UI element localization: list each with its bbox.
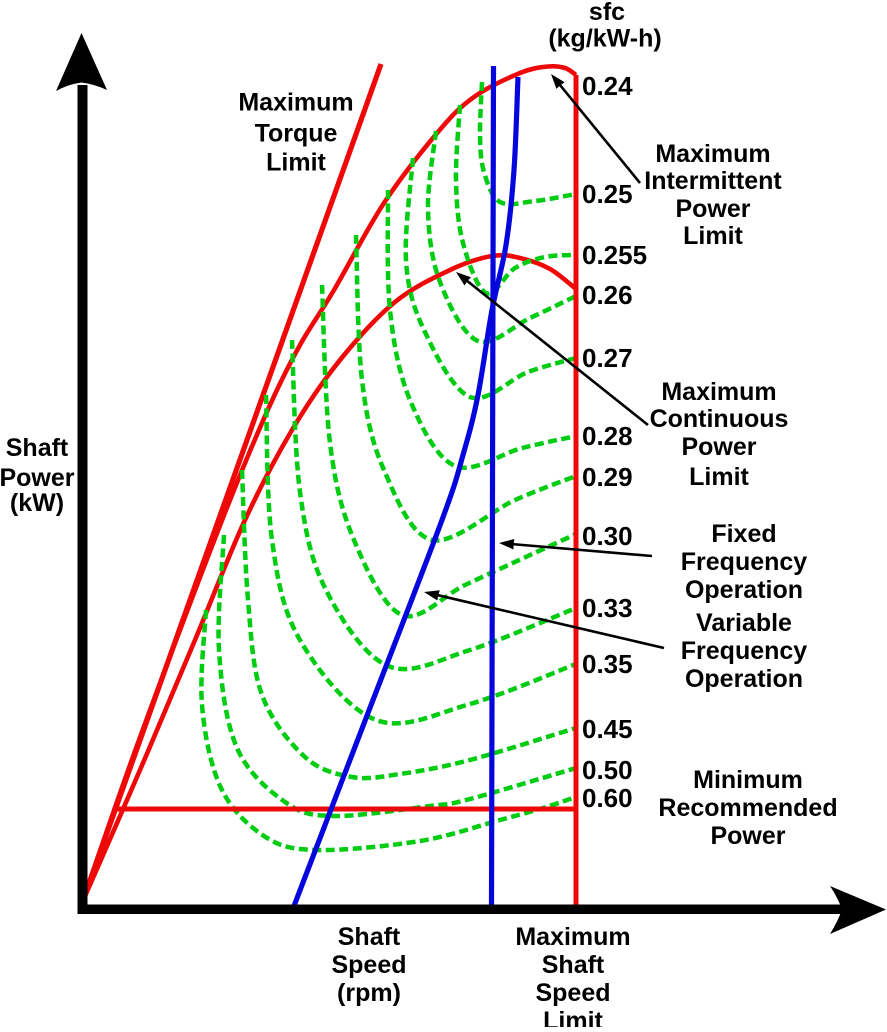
- svg-text:0.26: 0.26: [582, 280, 633, 310]
- svg-text:Speed: Speed: [331, 951, 406, 979]
- svg-text:Frequency: Frequency: [681, 548, 808, 576]
- svg-text:0.27: 0.27: [582, 343, 633, 373]
- svg-text:Power: Power: [681, 433, 756, 461]
- svg-text:Shaft: Shaft: [6, 434, 69, 462]
- svg-text:0.29: 0.29: [582, 462, 633, 492]
- svg-text:Operation: Operation: [685, 665, 803, 693]
- svg-text:(rpm): (rpm): [337, 979, 401, 1007]
- svg-text:0.24: 0.24: [582, 71, 633, 101]
- svg-text:0.25: 0.25: [582, 179, 633, 209]
- svg-text:Maximum: Maximum: [661, 378, 776, 406]
- svg-text:Shaft: Shaft: [338, 923, 401, 951]
- svg-text:0.33: 0.33: [582, 593, 633, 623]
- svg-text:0.255: 0.255: [582, 240, 647, 270]
- svg-text:Limit: Limit: [683, 222, 743, 250]
- svg-text:Power: Power: [675, 195, 750, 223]
- svg-text:Continuous: Continuous: [650, 405, 789, 433]
- svg-text:0.35: 0.35: [582, 649, 633, 679]
- svg-text:Speed: Speed: [535, 979, 610, 1007]
- svg-text:Recommended: Recommended: [658, 794, 837, 822]
- svg-text:(kW): (kW): [10, 489, 64, 517]
- svg-text:Fixed: Fixed: [711, 520, 776, 548]
- svg-text:0.30: 0.30: [582, 521, 633, 551]
- svg-text:Minimum: Minimum: [693, 766, 803, 794]
- svg-text:0.45: 0.45: [582, 714, 633, 744]
- svg-text:Intermittent: Intermittent: [644, 167, 782, 195]
- svg-text:Maximum: Maximum: [515, 923, 630, 951]
- svg-text:Power: Power: [710, 822, 785, 850]
- svg-text:Frequency: Frequency: [681, 637, 808, 665]
- svg-text:0.60: 0.60: [582, 783, 633, 813]
- svg-text:Power: Power: [0, 464, 75, 492]
- svg-text:Operation: Operation: [685, 576, 803, 604]
- svg-text:(kg/kW-h): (kg/kW-h): [548, 25, 661, 53]
- svg-text:0.50: 0.50: [582, 755, 633, 785]
- svg-text:0.28: 0.28: [582, 421, 633, 451]
- svg-text:Variable: Variable: [696, 609, 792, 637]
- svg-text:Limit: Limit: [266, 149, 326, 177]
- svg-text:Maximum: Maximum: [655, 140, 770, 168]
- svg-text:Maximum: Maximum: [238, 89, 353, 117]
- svg-text:Torque: Torque: [255, 120, 338, 148]
- svg-text:Limit: Limit: [689, 463, 749, 491]
- svg-text:Limit: Limit: [543, 1007, 603, 1027]
- svg-text:Shaft: Shaft: [542, 951, 605, 979]
- svg-text:sfc: sfc: [589, 0, 625, 26]
